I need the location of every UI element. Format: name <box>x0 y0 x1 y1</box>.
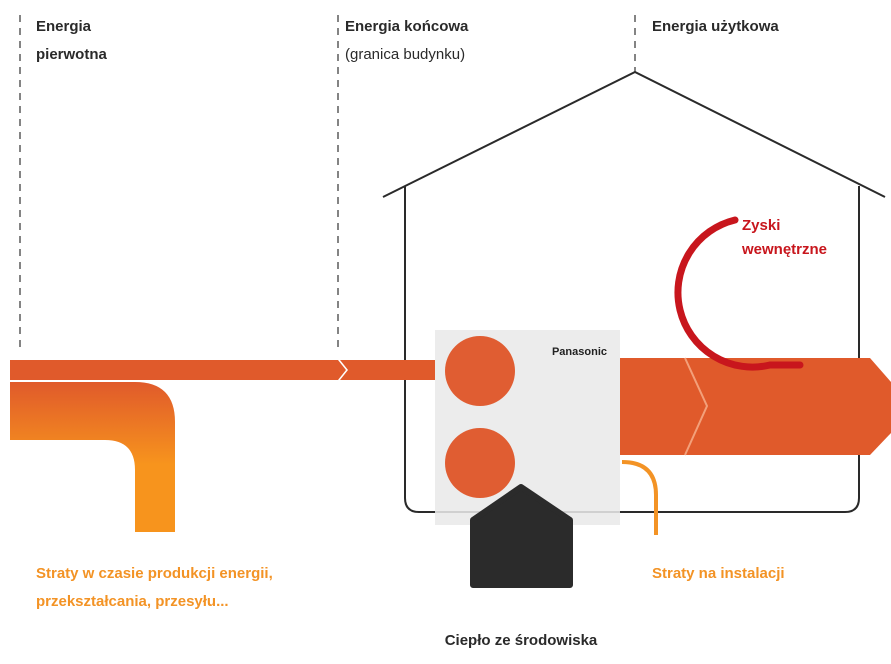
brand: Panasonic <box>552 346 607 358</box>
gains-label: wewnętrzne <box>741 241 827 258</box>
production-loss-flow <box>10 382 175 532</box>
column-title: pierwotna <box>36 46 107 63</box>
column-title: Energia <box>36 18 92 35</box>
fan <box>445 336 515 406</box>
gains-label: Zyski <box>742 217 780 234</box>
dividers <box>20 15 635 352</box>
diagram: Panasonic Energia pierwotna Energia końc… <box>0 0 891 664</box>
column-subtitle: (granica budynku) <box>345 46 465 63</box>
column-title: Energia użytkowa <box>652 18 779 35</box>
loss-label: przekształcania, przesyłu... <box>36 593 229 610</box>
loss-label: Straty w czasie produkcji energii, <box>36 565 273 582</box>
final-flow <box>340 360 440 380</box>
loss-label: Straty na instalacji <box>652 565 785 582</box>
installation-loss-line <box>622 462 656 535</box>
useful-flow <box>610 358 891 455</box>
environment-label: Ciepło ze środowiska <box>445 632 598 649</box>
column-title: Energia końcowa <box>345 18 469 35</box>
fan <box>445 428 515 498</box>
page: Panasonic Energia pierwotna Energia końc… <box>0 0 891 664</box>
primary-flow <box>10 360 346 380</box>
